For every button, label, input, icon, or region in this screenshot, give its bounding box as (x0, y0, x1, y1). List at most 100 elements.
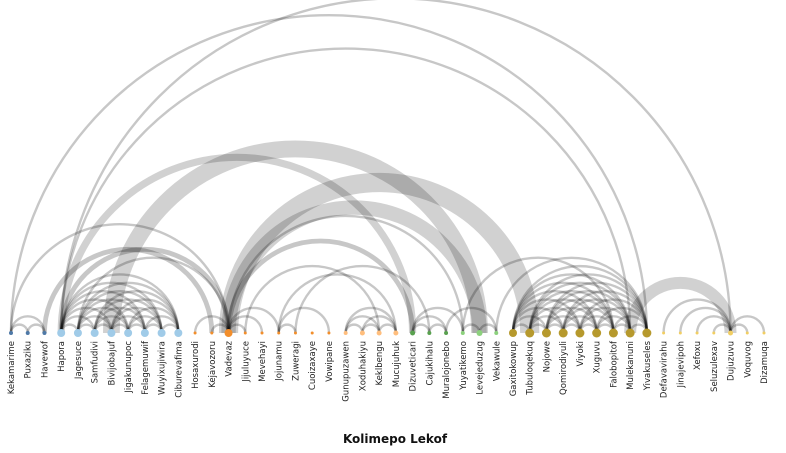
node-label: Jinajevipoh (676, 341, 686, 388)
node-circle[interactable] (427, 331, 432, 335)
node-label: Vadevaz (225, 340, 235, 376)
link-arc (93, 315, 130, 334)
link-arc (578, 306, 632, 334)
link-arc (76, 256, 230, 334)
link-arc (126, 306, 180, 334)
node-circle[interactable] (444, 331, 449, 335)
link-arc (662, 298, 732, 334)
link-arc (277, 323, 297, 334)
node-circle[interactable] (745, 331, 749, 335)
link-arc (60, 290, 147, 334)
link-arc (511, 281, 615, 334)
node-circle[interactable] (243, 331, 247, 335)
node-label: Gunupuzawen (342, 341, 352, 402)
node-circle[interactable] (42, 331, 47, 335)
node-label: Mucujuhuk (392, 341, 402, 387)
node-circle[interactable] (293, 331, 297, 335)
link-arc (9, 323, 29, 334)
node-circle[interactable] (678, 331, 682, 335)
link-arc (679, 306, 732, 334)
node-label: Levejeduzug (476, 341, 486, 395)
node-circle[interactable] (509, 329, 517, 337)
node-label: Falobopitof (609, 340, 619, 388)
node-circle[interactable] (124, 329, 133, 337)
link-arc (60, 315, 96, 334)
node-circle[interactable] (73, 329, 82, 337)
node-circle[interactable] (410, 330, 416, 336)
node-label: Keklbengu (375, 341, 385, 385)
link-arc (545, 298, 615, 334)
link-arc (60, 306, 113, 334)
node-circle[interactable] (193, 331, 197, 335)
node-circle[interactable] (260, 331, 264, 335)
link-arc (218, 172, 540, 334)
node-circle[interactable] (592, 328, 602, 338)
link-arc (361, 315, 398, 334)
link-arc (545, 306, 598, 334)
node-circle[interactable] (476, 330, 483, 336)
node-circle[interactable] (762, 331, 766, 335)
node-circle[interactable] (277, 331, 281, 335)
node-circle[interactable] (310, 331, 314, 335)
node-circle[interactable] (460, 331, 465, 335)
link-arc (545, 290, 632, 334)
link-arc (76, 290, 163, 334)
node-circle[interactable] (728, 330, 734, 336)
node-circle[interactable] (608, 328, 618, 338)
link-arc (60, 298, 130, 334)
link-arc (244, 265, 381, 334)
node-circle[interactable] (57, 329, 66, 337)
node-label: Felagemuwif (141, 340, 151, 395)
node-circle[interactable] (9, 331, 13, 335)
node-circle[interactable] (157, 329, 166, 337)
node-circle[interactable] (174, 329, 183, 337)
node-label: Jojunamu (275, 341, 285, 382)
node-label: Samfudivi (91, 341, 101, 383)
link-arc (495, 256, 649, 334)
node-label: Zuweragi (291, 341, 301, 381)
link-arc (60, 273, 180, 334)
link-arc (578, 298, 649, 334)
node-label: Defavavirahu (660, 341, 670, 398)
node-circle[interactable] (558, 328, 568, 338)
link-arc (60, 0, 732, 334)
link-arc (93, 306, 147, 334)
node-label: Seluzulexav (710, 341, 720, 392)
node-circle[interactable] (210, 331, 214, 335)
node-label: Dizamuqa (760, 341, 770, 384)
node-circle[interactable] (393, 330, 399, 336)
node-circle[interactable] (140, 329, 149, 337)
node-circle[interactable] (575, 328, 585, 338)
link-arc (110, 306, 163, 334)
node-circle[interactable] (695, 331, 699, 335)
node-circle[interactable] (224, 329, 233, 337)
node-circle[interactable] (541, 328, 551, 338)
link-arc (9, 315, 46, 334)
node-circle[interactable] (494, 331, 499, 335)
node-circle[interactable] (376, 330, 382, 336)
link-arc (344, 323, 364, 334)
node-circle[interactable] (25, 331, 30, 335)
node-circle[interactable] (642, 328, 652, 338)
node-label: Wuyixujiwira (158, 341, 168, 395)
node-circle[interactable] (359, 330, 365, 336)
link-arc (511, 264, 649, 334)
node-circle[interactable] (662, 331, 666, 335)
node-label: Viyoki (576, 341, 586, 367)
node-circle[interactable] (712, 331, 716, 335)
link-arc (76, 315, 113, 334)
node-circle[interactable] (343, 331, 348, 335)
link-arc (93, 298, 163, 334)
node-circle[interactable] (525, 328, 535, 338)
node-label: Xuguvu (593, 341, 603, 373)
link-arc (712, 323, 732, 334)
node-circle[interactable] (625, 328, 635, 338)
link-arc (545, 281, 649, 334)
node-circle[interactable] (327, 331, 331, 335)
node-circle[interactable] (107, 329, 116, 337)
link-arc (528, 290, 615, 334)
node-label: Jigakunupoc (124, 341, 134, 394)
link-arc (545, 315, 582, 334)
node-circle[interactable] (90, 329, 99, 337)
